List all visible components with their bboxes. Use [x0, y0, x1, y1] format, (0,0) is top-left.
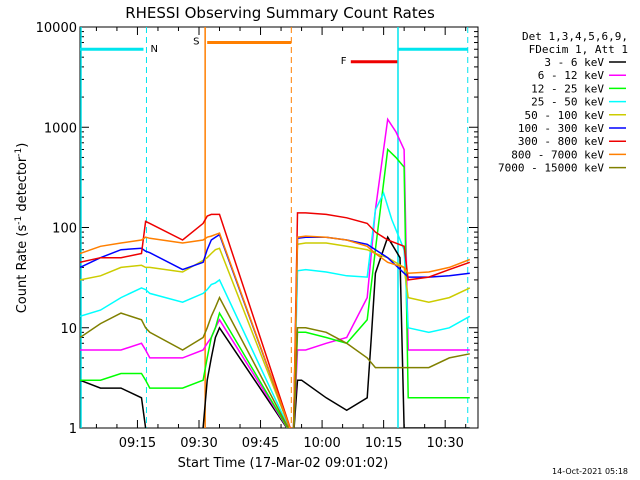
night-flag-label: N [150, 44, 157, 55]
legend-label-2: 12 - 25 keV [531, 82, 604, 95]
y-label-sup-2: -1 [14, 148, 24, 157]
x-tick-label: 10:00 [303, 436, 340, 451]
y-label-part-1: Count Rate (s [15, 225, 30, 314]
series-line-5 [80, 233, 470, 428]
legend-label-6: 300 - 800 keV [518, 135, 604, 148]
legend-label-7: 800 - 7000 keV [511, 148, 604, 161]
series-line-7 [80, 232, 471, 428]
legend-label-4: 50 - 100 keV [525, 109, 605, 122]
series-line-6 [80, 212, 471, 428]
y-label-part-3: ) [15, 143, 30, 148]
legend-label-5: 100 - 300 keV [518, 122, 604, 135]
legend-header-1: Det 1,3,4,5,6,9, [522, 30, 628, 43]
legend-label-1: 6 - 12 keV [538, 69, 605, 82]
plot-area: 1 10 100 1000 10000 09:15 09:30 09:45 10:00 10:15… [36, 21, 479, 451]
y-tick-label: 10 [60, 322, 77, 337]
series-line-8 [80, 295, 470, 428]
y-axis-label: Count Rate (s-1 detector-1) [14, 143, 30, 314]
legend-label-0: 3 - 6 keV [544, 56, 604, 69]
y-label-sup-1: -1 [14, 216, 24, 225]
legend-label-3: 25 - 50 keV [531, 96, 604, 109]
y-tick-label: 1 [69, 422, 77, 437]
x-axis-label: Start Time (17-Mar-02 09:01:02) [178, 456, 389, 471]
series-line-0 [80, 235, 470, 428]
x-tick-label: 09:45 [242, 436, 279, 451]
y-label-part-2: detector [15, 156, 30, 216]
y-tick-label: 100 [52, 222, 77, 237]
x-tick-label: 09:15 [119, 436, 156, 451]
flare-flag-label: F [341, 56, 347, 67]
legend-header-2: FDecim 1, Att 1 [529, 43, 628, 56]
chart-title: RHESSI Observing Summary Count Rates [125, 4, 435, 22]
x-tick-label: 10:30 [426, 436, 463, 451]
legend-label-8: 7000 - 15000 keV [498, 162, 604, 175]
footer-timestamp: 14-Oct-2021 05:18 [552, 467, 628, 476]
y-tick-label: 1000 [44, 121, 77, 136]
saa-flag-label: S [193, 37, 199, 48]
x-tick-label: 09:30 [180, 436, 217, 451]
series-line-2 [80, 147, 470, 428]
x-tick-label: 10:15 [365, 436, 402, 451]
y-tick-label: 10000 [36, 21, 77, 36]
